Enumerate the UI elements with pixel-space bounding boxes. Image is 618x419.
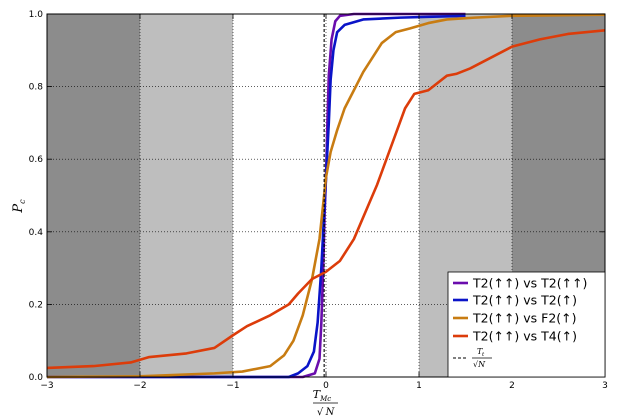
x-axis-label-numerator-sub: Mc [319, 395, 331, 403]
x-axis-label-sqrt: √ [317, 407, 324, 418]
shaded-band-1 [140, 14, 233, 377]
svg-text:Pc: Pc [11, 199, 27, 214]
y-axis-label: Pc [11, 199, 27, 214]
x-tick-label-6: 3 [602, 381, 608, 391]
y-axis-label-sub: c [18, 199, 27, 204]
x-axis-label-numerator: T [313, 388, 322, 401]
y-tick-label-3: 0.6 [29, 155, 44, 165]
legend-label-3: T2(↑↑) vs T4(↑) [472, 329, 577, 344]
shaded-band-0 [47, 14, 140, 377]
svg-text:TMc: TMc [313, 388, 332, 403]
series-line-3 [46, 29, 606, 370]
y-tick-label-0: 0.0 [29, 373, 44, 383]
legend-box [447, 271, 606, 378]
x-tick-label-4: 1 [416, 381, 422, 391]
y-axis-label-symbol: P [11, 204, 26, 214]
y-tick-label-2: 0.4 [29, 228, 44, 238]
legend-label-0: T2(↑↑) vs T2(↑↑) [472, 276, 587, 291]
y-tick-label-1: 0.2 [29, 300, 43, 310]
x-tick-label-5: 2 [509, 381, 515, 391]
legend-label-4-denominator: √N [473, 360, 486, 369]
legend-label-4-numerator: T [477, 347, 483, 356]
series-line-4 [323, 13, 605, 377]
legend-label-4-numerator-sub: t [482, 352, 485, 358]
x-axis-label: TMc √ N [313, 388, 338, 418]
legend-label-1: T2(↑↑) vs T2(↑) [472, 293, 577, 308]
x-tick-label-0: −3 [40, 381, 53, 391]
legend-label-2: T2(↑↑) vs F2(↑) [472, 311, 577, 326]
legend: T2(↑↑) vs T2(↑↑) T2(↑↑) vs T2(↑) T2(↑↑) vs… [447, 271, 606, 378]
y-tick-label-4: 0.8 [29, 83, 44, 93]
x-axis-label-denominator: N [325, 407, 336, 418]
series-lines [46, 12, 606, 379]
x-tick-label-3: 0 [323, 381, 329, 391]
x-tick-label-1: −2 [133, 381, 146, 391]
series-line-2 [46, 13, 606, 379]
axis-ticks: −3 −2 −1 0 1 2 3 0.0 0.2 0.4 0.6 0.8 1.0 [29, 10, 608, 391]
y-tick-label-5: 1.0 [29, 10, 44, 20]
x-tick-label-2: −1 [226, 381, 239, 391]
